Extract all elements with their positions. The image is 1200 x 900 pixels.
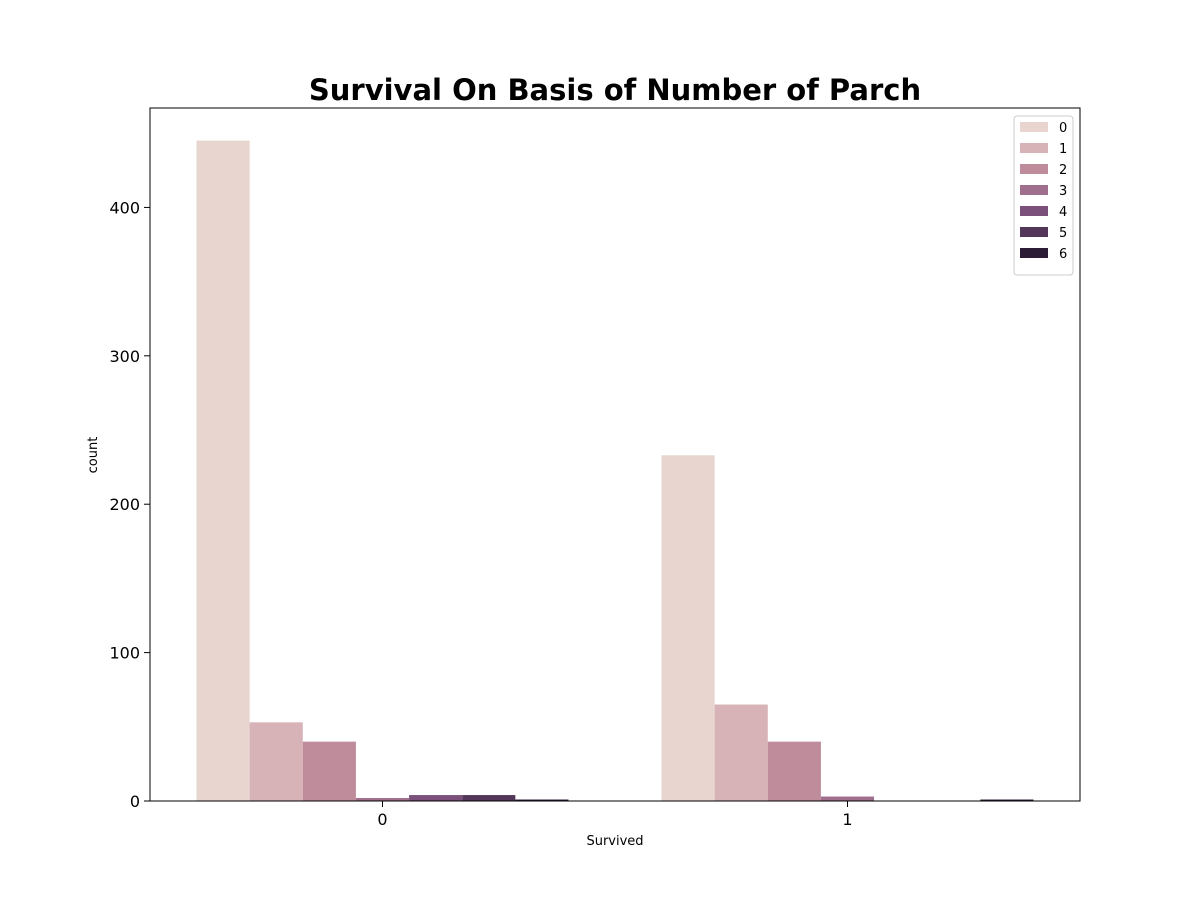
x-tick-label: 1 [842,810,852,829]
plot-frame [149,107,1081,802]
bar-parch-2-survived-1 [767,741,821,801]
bar-parch-4-survived-0 [409,795,463,801]
legend-label-5: 5 [1059,226,1067,241]
y-tick-label: 400 [109,198,140,217]
bar-parch-6-survived-1 [980,799,1034,801]
legend-swatch-6 [1020,248,1048,258]
legend-label-3: 3 [1059,184,1067,199]
chart-title: Survival On Basis of Number of Parch [309,73,921,107]
bar-parch-2-survived-0 [302,741,356,801]
legend-label-1: 1 [1059,142,1067,157]
bar-parch-5-survived-0 [462,795,516,801]
bar-parch-3-survived-0 [355,798,410,801]
bars-layer [196,140,1034,801]
bar-parch-3-survived-1 [820,796,875,801]
bar-parch-6-survived-0 [515,799,569,801]
legend-label-2: 2 [1059,163,1067,178]
legend: 0 1 2 3 4 5 6 [1013,115,1074,276]
x-tick-label: 0 [377,810,387,829]
y-axis-label: count [86,437,101,474]
bar-parch-0-survived-0 [196,140,250,801]
y-tick-label: 0 [130,792,140,811]
bar-parch-0-survived-1 [661,455,715,801]
legend-swatch-2 [1020,164,1048,174]
legend-swatch-1 [1020,143,1048,153]
legend-label-4: 4 [1059,205,1067,220]
y-axis: 0 100 200 300 400 [109,198,150,811]
y-tick-label: 300 [109,347,140,366]
legend-swatch-5 [1020,227,1048,237]
legend-swatch-0 [1020,122,1048,132]
bar-parch-1-survived-1 [714,704,768,801]
legend-label-0: 0 [1059,121,1067,136]
bar-parch-1-survived-0 [249,722,303,801]
legend-swatch-3 [1020,185,1048,195]
y-tick-label: 200 [109,495,140,514]
y-tick-label: 100 [109,644,140,663]
legend-swatch-4 [1020,206,1048,216]
x-axis-label: Survived [586,834,643,849]
legend-label-6: 6 [1059,247,1067,262]
